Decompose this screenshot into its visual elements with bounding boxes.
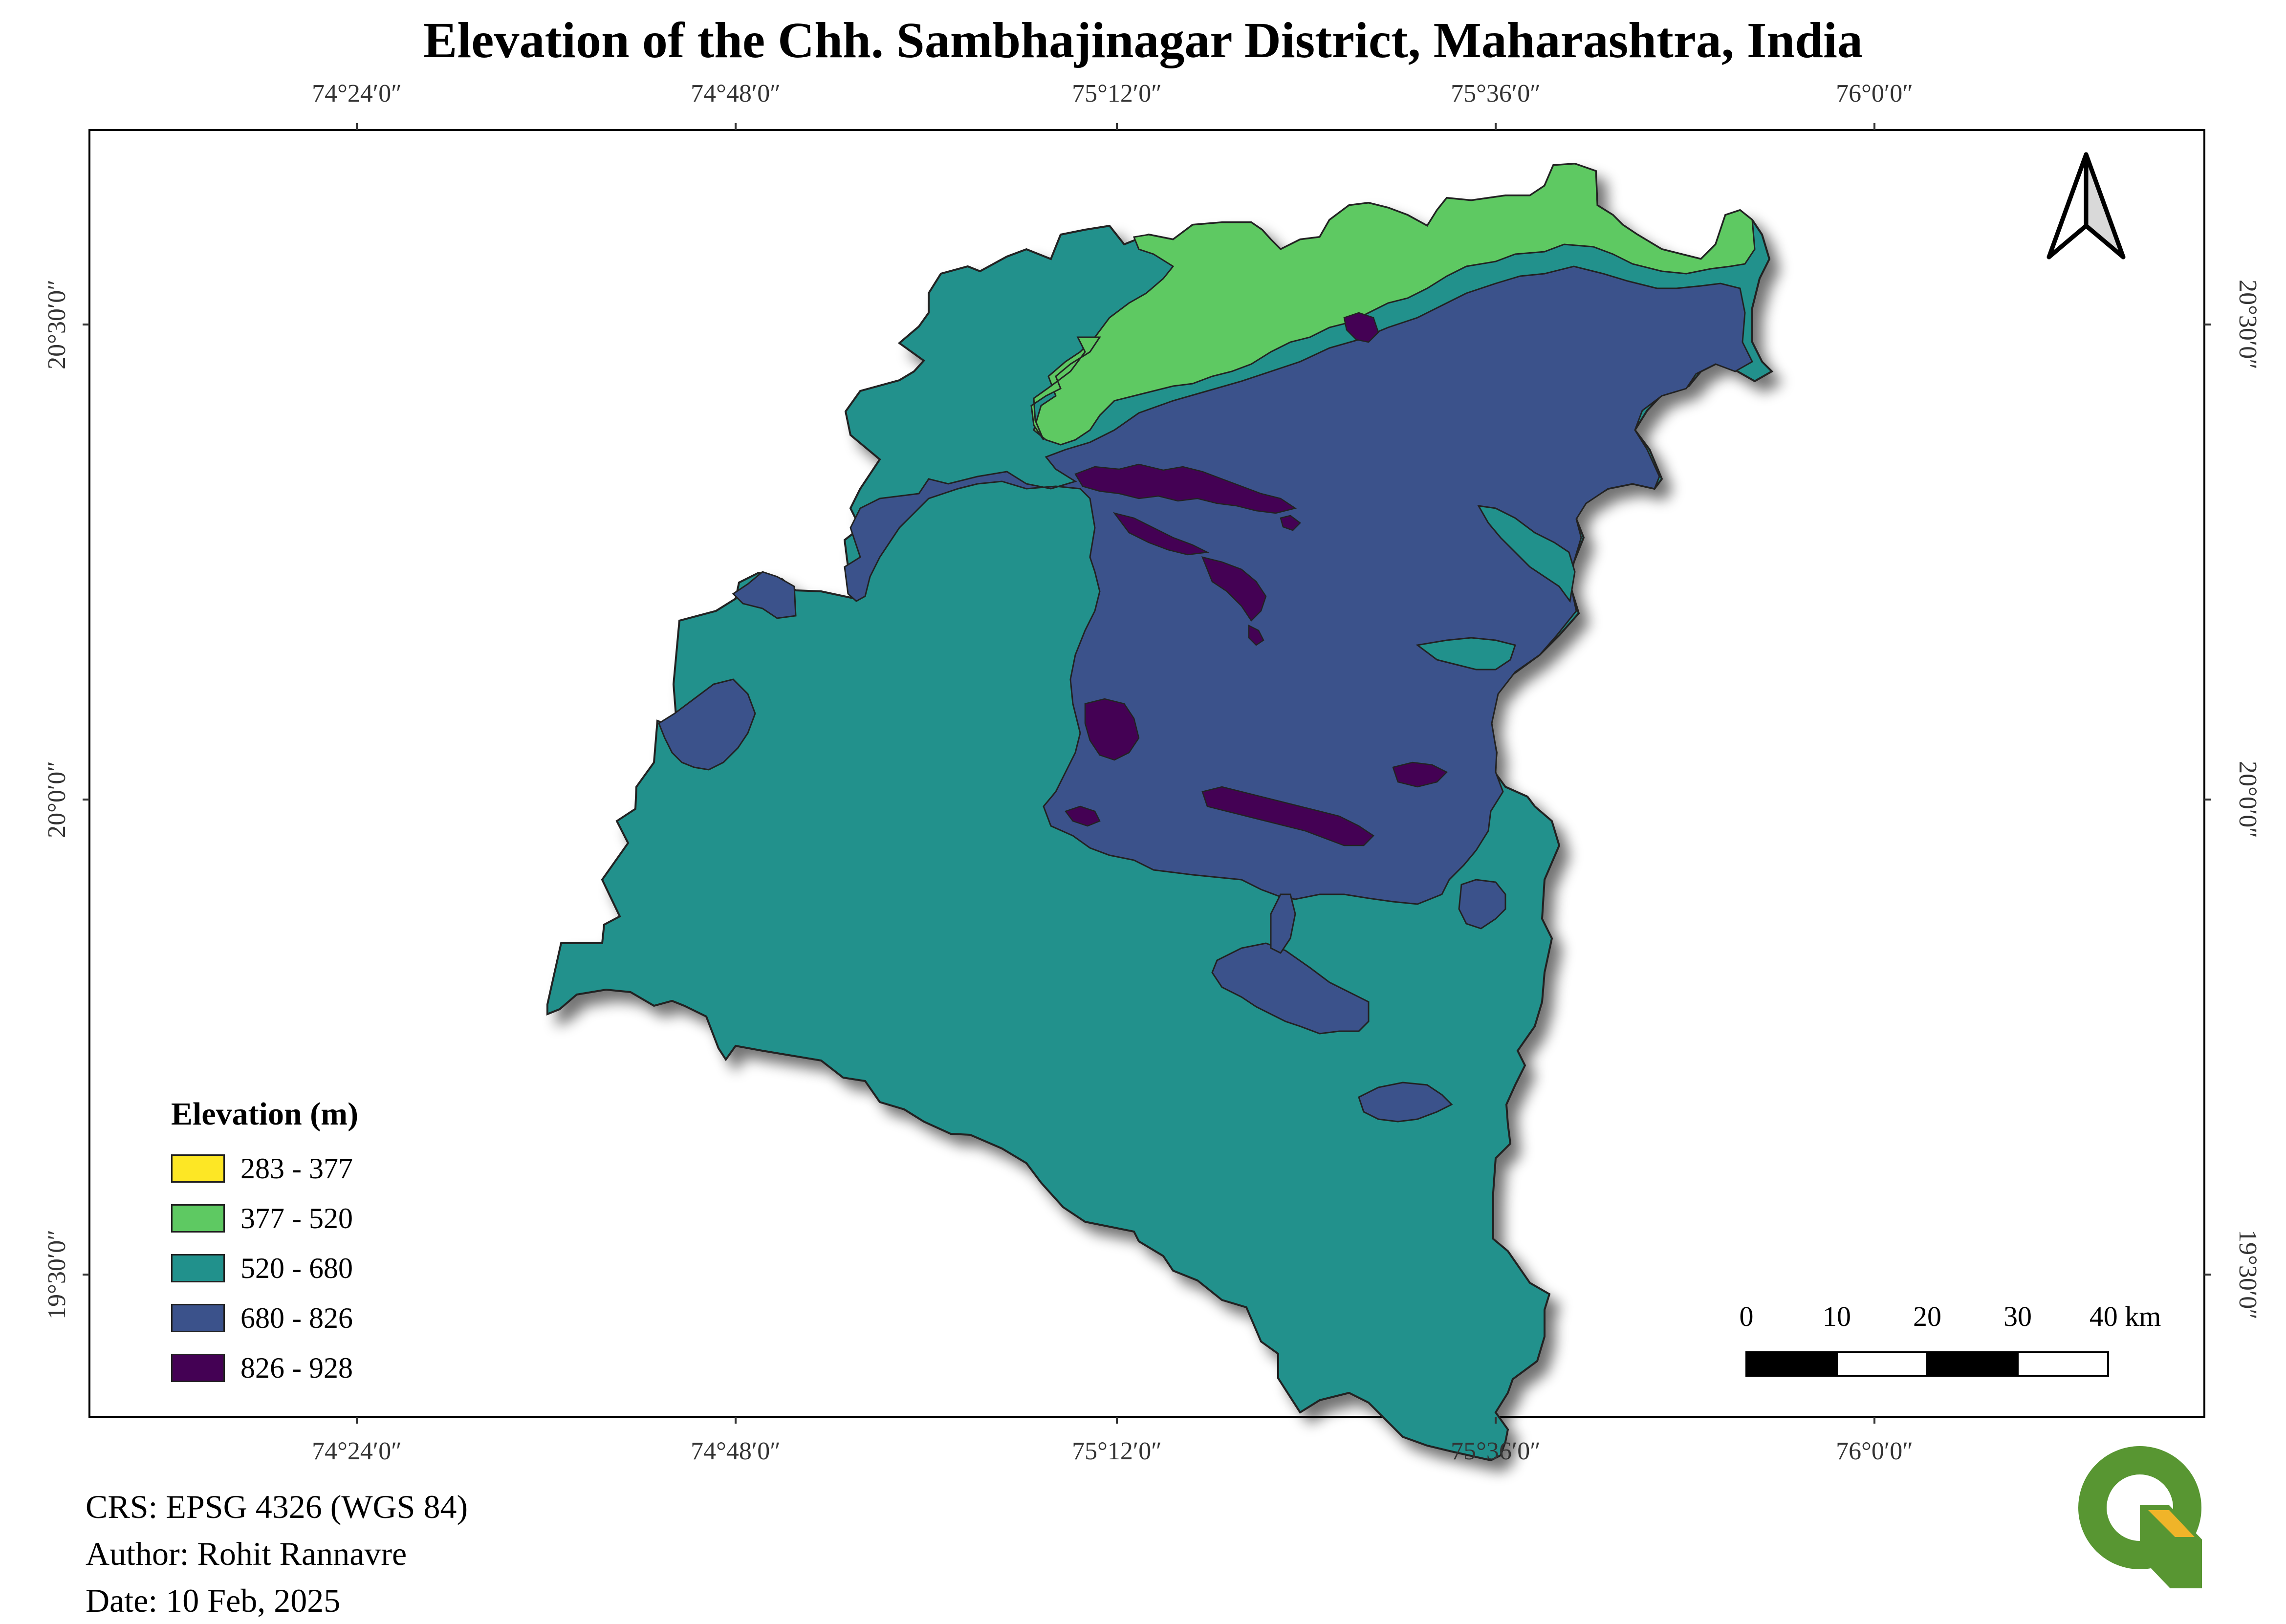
elevation-zone-680-826 — [844, 265, 1753, 905]
graticule-ticks — [83, 123, 2211, 1424]
lon-tick-top: 75°36′0″ — [1451, 80, 1541, 108]
elevation-zone-680-826-se-patch — [1358, 1082, 1453, 1123]
legend-swatch — [171, 1354, 225, 1382]
elevation-zone-826-928 — [1064, 312, 1448, 846]
date-text: Date: 10 Feb, 2025 — [86, 1582, 341, 1619]
scale-label: 30 — [2003, 1300, 2032, 1332]
legend-swatch — [171, 1154, 225, 1183]
lon-tick-bottom: 75°12′0″ — [1072, 1437, 1162, 1465]
qgis-logo-icon — [2078, 1446, 2202, 1588]
lon-tick-top: 74°48′0″ — [691, 80, 781, 108]
legend: Elevation (m) 283 - 377 377 - 520 520 - … — [171, 1095, 358, 1393]
legend-item: 520 - 680 — [171, 1243, 358, 1293]
legend-swatch — [171, 1304, 225, 1332]
elevation-zone-680-826-east-patch — [1458, 879, 1506, 930]
map-frame — [88, 129, 2205, 1418]
elevation-zone-680-826-channel — [1270, 893, 1296, 954]
lat-tick-left: 19°30′0″ — [43, 1230, 71, 1320]
scale-bar — [1745, 1351, 2109, 1377]
map-title: Elevation of the Chh. Sambhajinagar Dist… — [423, 12, 1863, 68]
legend-item: 283 - 377 — [171, 1144, 358, 1193]
legend-title: Elevation (m) — [171, 1096, 359, 1132]
lon-tick-bottom: 74°24′0″ — [312, 1437, 402, 1465]
legend-item: 826 - 928 — [171, 1343, 358, 1393]
elevation-zone-520-680-east-inlet-2 — [1415, 637, 1516, 671]
lat-tick-right: 20°30′0″ — [2234, 280, 2262, 369]
scale-label: 10 — [1823, 1300, 1851, 1332]
legend-swatch — [171, 1254, 225, 1282]
author-text: Author: Rohit Rannavre — [86, 1535, 407, 1572]
elevation-zone-680-826-south-lobe — [1211, 942, 1370, 1035]
elevation-zone-680-826-west-patch — [658, 678, 756, 771]
scale-label: 0 — [1739, 1300, 1754, 1332]
lat-tick-right: 19°30′0″ — [2234, 1230, 2262, 1320]
lon-tick-top: 75°12′0″ — [1072, 80, 1162, 108]
elevation-zone-680-826-nw-tip — [732, 571, 797, 619]
crs-text: CRS: EPSG 4326 (WGS 84) — [86, 1488, 468, 1525]
legend-label: 680 - 826 — [240, 1301, 353, 1334]
legend-label: 826 - 928 — [240, 1351, 353, 1384]
legend-label: 283 - 377 — [240, 1152, 353, 1185]
elevation-zone-520-680-east-inlet — [1477, 505, 1576, 603]
north-arrow-icon — [2047, 152, 2126, 260]
legend-label: 520 - 680 — [240, 1252, 353, 1284]
lon-tick-top: 76°0′0″ — [1836, 80, 1913, 108]
elevation-zone-377-520-west — [1030, 336, 1101, 440]
map-metadata: CRS: EPSG 4326 (WGS 84) Author: Rohit Ra… — [86, 1483, 468, 1624]
legend-item: 680 - 826 — [171, 1293, 358, 1343]
legend-swatch — [171, 1204, 225, 1233]
lon-tick-bottom: 76°0′0″ — [1836, 1437, 1913, 1465]
lat-tick-left: 20°0′0″ — [43, 761, 71, 838]
scale-label: 40 km — [2089, 1300, 2161, 1332]
scale-label: 20 — [1913, 1300, 1941, 1332]
elevation-zone-377-520 — [1033, 163, 1756, 446]
lat-tick-left: 20°30′0″ — [43, 280, 71, 369]
legend-item: 377 - 520 — [171, 1193, 358, 1243]
lon-tick-bottom: 75°36′0″ — [1451, 1437, 1541, 1465]
legend-label: 377 - 520 — [240, 1202, 353, 1234]
lon-tick-top: 74°24′0″ — [312, 80, 402, 108]
lon-tick-bottom: 74°48′0″ — [691, 1437, 781, 1465]
lat-tick-right: 20°0′0″ — [2234, 761, 2262, 838]
